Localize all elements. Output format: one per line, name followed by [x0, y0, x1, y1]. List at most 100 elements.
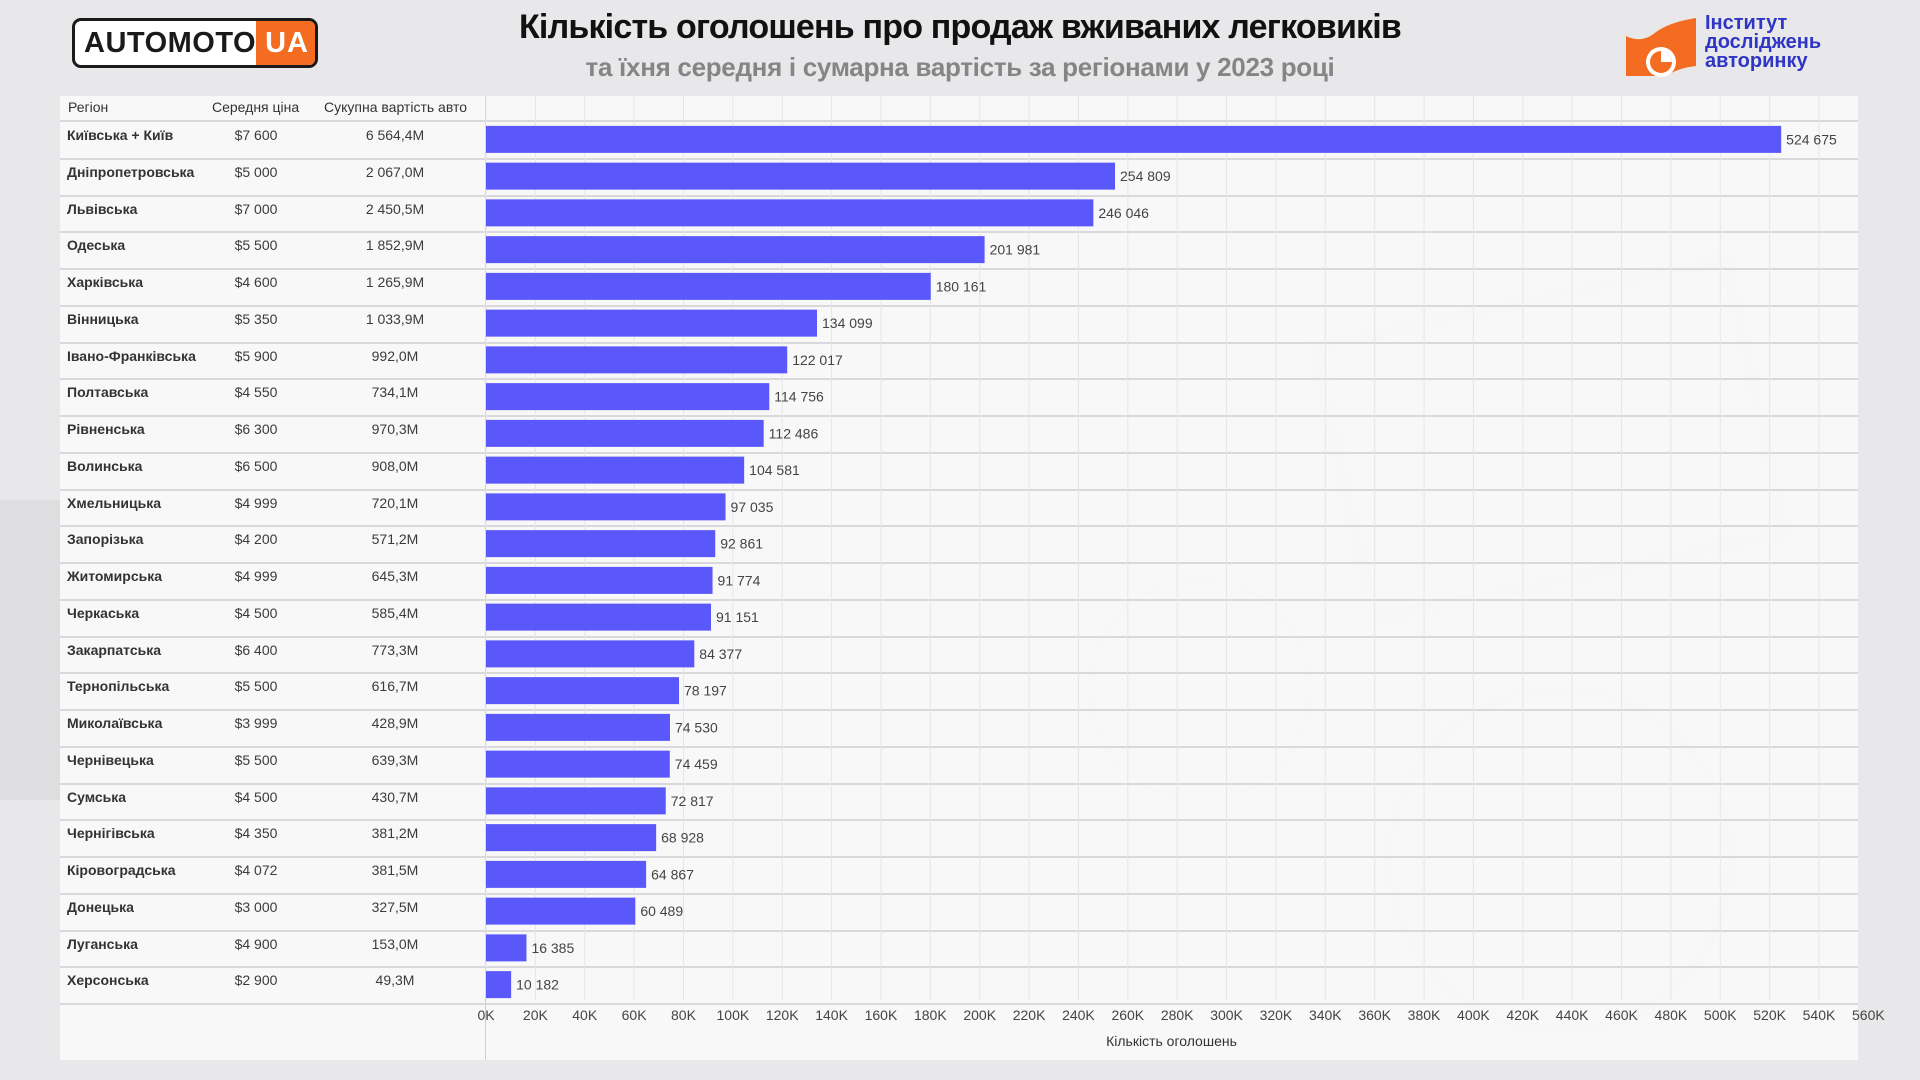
row-separator: [60, 488, 1858, 491]
bar: [486, 860, 647, 888]
x-tick-label: 460K: [1605, 1007, 1638, 1023]
row-separator: [60, 525, 1858, 528]
x-tick-label: 80K: [671, 1007, 697, 1023]
row-region: Закарпатська: [67, 641, 162, 658]
bar-value-label: 74 459: [675, 756, 718, 772]
row-separator: [60, 562, 1858, 564]
row-average-price: $5 900: [234, 347, 278, 364]
bar: [486, 493, 726, 521]
bar: [486, 897, 636, 925]
row-region: Харківська: [67, 274, 144, 290]
row-region: Львівська: [67, 200, 138, 217]
row-average-price: $4 072: [234, 862, 278, 878]
x-tick-label: 100K: [717, 1007, 750, 1023]
x-tick-label: 480K: [1655, 1007, 1688, 1023]
row-total-value: 430,7M: [371, 788, 419, 805]
row-average-price: $5 500: [234, 751, 278, 768]
x-tick-label: 60K: [622, 1007, 648, 1023]
row-average-price: $5 500: [234, 237, 278, 254]
bar-value-label: 524 675: [1786, 131, 1837, 147]
row-average-price: $2 900: [234, 972, 278, 989]
automoto-logo[interactable]: AUTOMOTO UA: [72, 18, 318, 68]
row-separator: [60, 598, 1858, 601]
bar: [486, 677, 680, 705]
logo-ua-badge: UA: [256, 21, 315, 65]
x-tick-label: 200K: [963, 1007, 996, 1023]
bar-value-label: 114 756: [774, 389, 824, 405]
row-total-value: 734,1M: [371, 384, 419, 401]
chart-title: Кількість оголошень про продаж вживаних …: [518, 8, 1402, 46]
bar: [486, 309, 818, 337]
row-total-value: 381,2M: [371, 825, 419, 842]
row-region: Запорізька: [67, 531, 144, 548]
bar: [486, 530, 716, 558]
x-tick-label: 280K: [1161, 1007, 1194, 1023]
bar-value-label: 122 017: [792, 352, 843, 368]
row-region: Хмельницька: [67, 494, 162, 511]
row-average-price: $6 400: [234, 641, 278, 658]
x-tick-label: 500K: [1704, 1007, 1737, 1023]
row-region: Вінницька: [67, 310, 139, 327]
bar: [486, 787, 666, 815]
row-total-value: 153,0M: [371, 935, 419, 952]
row-total-value: 49,3M: [375, 972, 415, 989]
bar: [486, 640, 695, 668]
row-average-price: $6 500: [234, 457, 278, 474]
row-average-price: $7 600: [234, 127, 278, 143]
row-region: Київська + Київ: [67, 127, 174, 143]
row-region: Луганська: [67, 935, 138, 952]
row-separator: [60, 194, 1858, 197]
bar: [486, 125, 1782, 153]
x-tick-label: 300K: [1210, 1007, 1243, 1023]
bar: [486, 566, 713, 594]
row-separator: [60, 1003, 1858, 1005]
row-total-value: 2 067,0M: [365, 163, 425, 180]
row-total-value: 6 564,4M: [365, 127, 425, 143]
x-tick-label: 420K: [1506, 1007, 1539, 1023]
row-total-value: 381,5M: [371, 862, 419, 878]
x-tick-label: 540K: [1803, 1007, 1836, 1023]
row-region: Донецька: [67, 898, 134, 915]
row-region: Волинська: [67, 457, 143, 474]
bar-value-label: 91 774: [718, 572, 761, 588]
institute-logo[interactable]: Інститут досліджень авторинку: [1622, 13, 1912, 80]
institute-flag-icon: [1626, 18, 1696, 77]
x-axis-label: Кількість оголошень: [1106, 1033, 1237, 1049]
institute-line-2: досліджень: [1705, 31, 1822, 53]
x-tick-label: 400K: [1457, 1007, 1490, 1023]
row-separator: [60, 268, 1858, 270]
bar-value-label: 201 981: [990, 242, 1041, 258]
row-separator: [60, 157, 1858, 160]
row-separator: [60, 745, 1858, 748]
bar-value-label: 68 928: [661, 830, 704, 846]
row-average-price: $6 300: [234, 421, 278, 437]
bar: [486, 383, 770, 411]
row-average-price: $7 000: [234, 200, 278, 217]
row-region: Черкаська: [67, 604, 140, 621]
row-total-value: 1 265,9M: [365, 274, 425, 290]
row-average-price: $4 600: [234, 274, 278, 290]
bar: [486, 346, 788, 374]
x-tick-label: 160K: [865, 1007, 898, 1023]
row-total-value: 428,9M: [371, 715, 419, 731]
row-separator: [60, 709, 1858, 711]
x-tick-label: 380K: [1408, 1007, 1441, 1023]
column-header-region: Регіон: [68, 99, 109, 115]
x-tick-label: 0K: [477, 1007, 495, 1023]
row-separator: [60, 415, 1858, 417]
row-total-value: 1 852,9M: [365, 237, 425, 254]
x-tick-label: 20K: [523, 1007, 549, 1023]
row-separator: [60, 819, 1858, 822]
x-tick-label: 40K: [572, 1007, 598, 1023]
bar-value-label: 92 861: [720, 536, 763, 552]
bar-value-label: 180 161: [936, 278, 987, 294]
row-separator: [60, 635, 1858, 638]
row-total-value: 645,3M: [371, 568, 419, 584]
bar-value-label: 10 182: [516, 977, 559, 993]
row-region: Рівненська: [67, 421, 145, 437]
x-tick-label: 220K: [1013, 1007, 1046, 1023]
bar: [486, 236, 985, 264]
row-separator: [60, 451, 1858, 454]
row-total-value: 2 450,5M: [365, 200, 425, 217]
